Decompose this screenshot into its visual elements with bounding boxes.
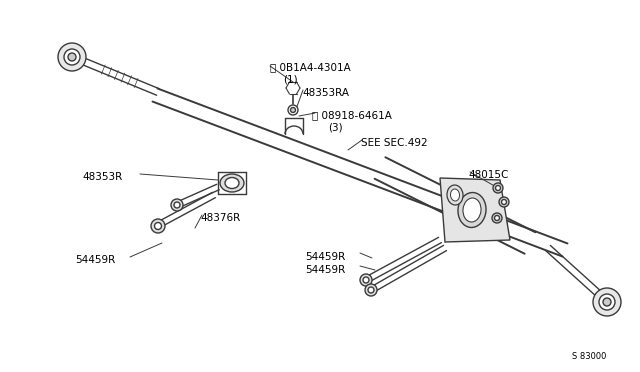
Text: 48353RA: 48353RA: [302, 88, 349, 98]
Text: S 83000: S 83000: [572, 352, 606, 361]
Circle shape: [492, 213, 502, 223]
Ellipse shape: [220, 174, 244, 192]
Text: Ⓝ 08918-6461A: Ⓝ 08918-6461A: [312, 110, 392, 120]
Circle shape: [360, 274, 372, 286]
Circle shape: [154, 222, 161, 230]
Text: Ⓑ 0B1A4-4301A: Ⓑ 0B1A4-4301A: [270, 62, 351, 72]
Circle shape: [288, 105, 298, 115]
Polygon shape: [440, 178, 510, 242]
Text: (3): (3): [328, 122, 342, 132]
Circle shape: [171, 199, 183, 211]
Ellipse shape: [447, 185, 463, 205]
Ellipse shape: [458, 193, 486, 227]
Circle shape: [58, 43, 86, 71]
Text: 48353R: 48353R: [82, 172, 122, 182]
Circle shape: [174, 202, 180, 208]
Text: 54459R: 54459R: [305, 265, 345, 275]
Circle shape: [68, 53, 76, 61]
Circle shape: [495, 186, 500, 190]
Circle shape: [593, 288, 621, 316]
Circle shape: [603, 298, 611, 306]
Circle shape: [493, 183, 503, 193]
Circle shape: [365, 284, 377, 296]
Text: 48015C: 48015C: [468, 170, 508, 180]
Circle shape: [499, 197, 509, 207]
Circle shape: [291, 108, 296, 112]
Ellipse shape: [463, 198, 481, 222]
Circle shape: [151, 219, 165, 233]
Text: (1): (1): [283, 74, 298, 84]
Circle shape: [502, 199, 506, 205]
Circle shape: [599, 294, 615, 310]
Circle shape: [495, 215, 499, 221]
Ellipse shape: [451, 189, 460, 201]
Text: SEE SEC.492: SEE SEC.492: [361, 138, 428, 148]
Circle shape: [368, 287, 374, 293]
Text: 54459R: 54459R: [75, 255, 115, 265]
Ellipse shape: [225, 177, 239, 189]
Text: 48376R: 48376R: [200, 213, 240, 223]
Circle shape: [64, 49, 80, 65]
Text: 54459R: 54459R: [305, 252, 345, 262]
Circle shape: [363, 277, 369, 283]
